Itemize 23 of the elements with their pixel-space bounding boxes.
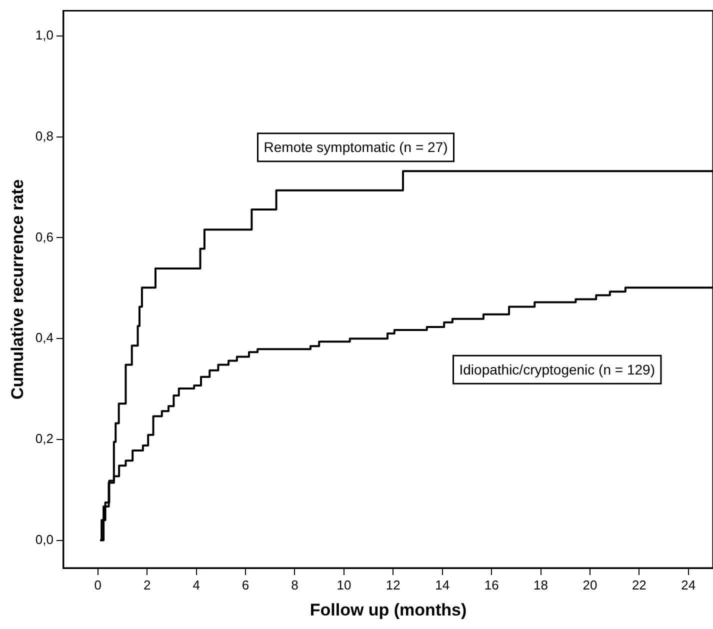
y-tick-label: 1,0 [35, 28, 54, 43]
x-axis-title: Follow up (months) [310, 600, 467, 620]
y-tick-label: 0,6 [35, 229, 54, 244]
x-tick-label: 6 [242, 577, 250, 592]
x-tick-label: 2 [144, 577, 151, 592]
x-tick-label: 0 [94, 577, 102, 592]
x-tick-label: 4 [192, 577, 200, 592]
x-tick-label: 20 [582, 577, 598, 592]
x-tick-label: 22 [632, 577, 646, 592]
x-tick-label: 12 [386, 577, 400, 592]
x-tick-label: 16 [484, 577, 499, 592]
x-tick-label: 18 [534, 577, 548, 592]
y-tick-label: 0,8 [35, 128, 54, 144]
y-tick-label: 0,0 [35, 532, 54, 547]
text: Idiopathic/cryptogenic (n = 129) [459, 361, 655, 378]
y-tick-label: 0,4 [35, 330, 54, 346]
x-tick-label: 8 [291, 577, 298, 592]
x-tick-label: 10 [336, 577, 352, 592]
y-tick-label: 0,2 [35, 430, 54, 446]
x-tick-label: 24 [681, 577, 696, 592]
series-label: Remote symptomatic (n = 27) [264, 139, 448, 156]
y-axis-title: Cumulative recurrence rate [8, 179, 27, 400]
x-tick-label: 14 [435, 577, 450, 592]
